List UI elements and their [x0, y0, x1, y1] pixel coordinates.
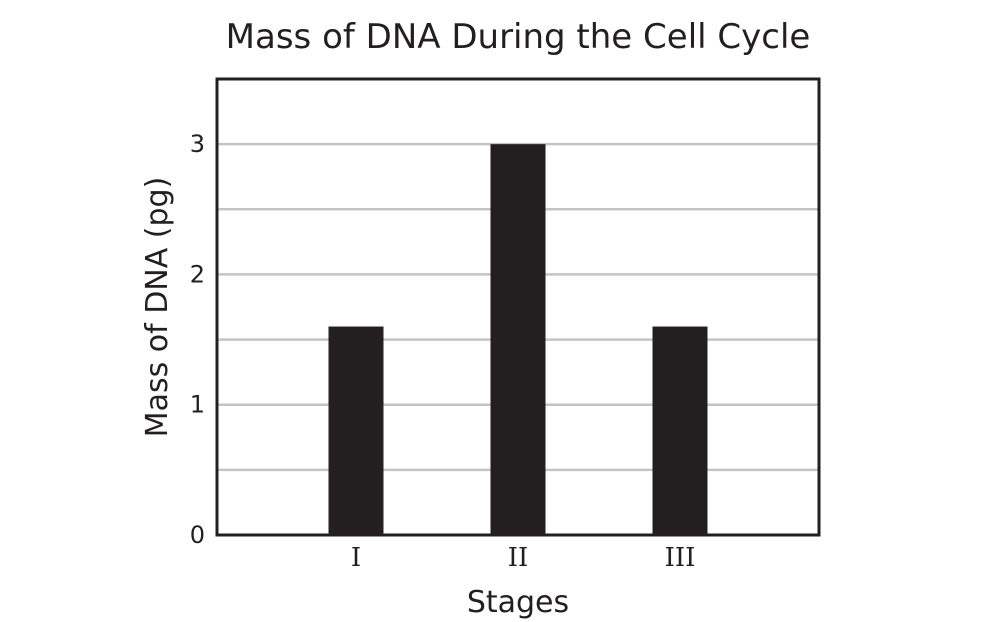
chart-title: Mass of DNA During the Cell Cycle — [226, 17, 811, 57]
y-tick-label: 3 — [190, 130, 205, 158]
bars — [328, 144, 708, 535]
plot-frame — [215, 77, 821, 537]
x-axis-label: Stages — [467, 585, 569, 620]
x-tick-label: III — [665, 543, 696, 573]
x-tick-labels: I II III — [351, 543, 696, 573]
y-tick-label: 1 — [190, 391, 205, 419]
bar-II — [490, 144, 546, 535]
x-tick-label: I — [351, 543, 361, 573]
y-tick-label: 0 — [190, 521, 205, 549]
y-tick-labels: 0 1 2 3 — [190, 130, 205, 549]
y-tick-label: 2 — [190, 260, 205, 288]
y-axis-label: Mass of DNA (pg) — [140, 177, 175, 438]
bar-I — [328, 326, 384, 535]
x-tick-label: II — [508, 543, 529, 573]
bar-III — [652, 326, 708, 535]
